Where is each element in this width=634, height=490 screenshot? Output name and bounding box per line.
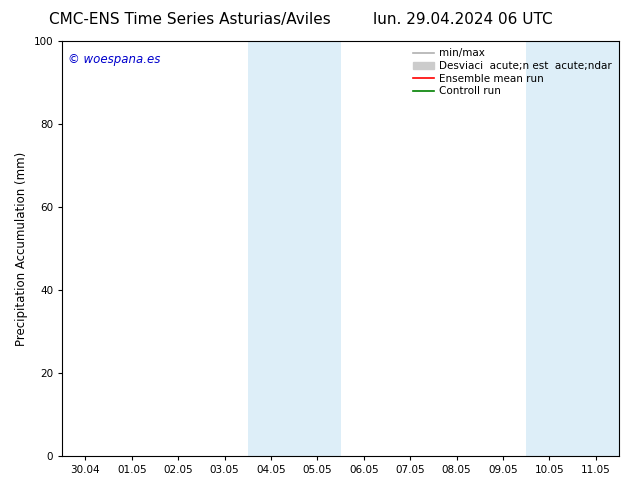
- Text: lun. 29.04.2024 06 UTC: lun. 29.04.2024 06 UTC: [373, 12, 553, 27]
- Y-axis label: Precipitation Accumulation (mm): Precipitation Accumulation (mm): [15, 151, 28, 345]
- Legend: min/max, Desviaci  acute;n est  acute;ndar, Ensemble mean run, Controll run: min/max, Desviaci acute;n est acute;ndar…: [409, 44, 616, 100]
- Text: CMC-ENS Time Series Asturias/Aviles: CMC-ENS Time Series Asturias/Aviles: [49, 12, 331, 27]
- Bar: [526, 41, 619, 456]
- Bar: [248, 41, 340, 456]
- Text: © woespana.es: © woespana.es: [68, 53, 160, 67]
